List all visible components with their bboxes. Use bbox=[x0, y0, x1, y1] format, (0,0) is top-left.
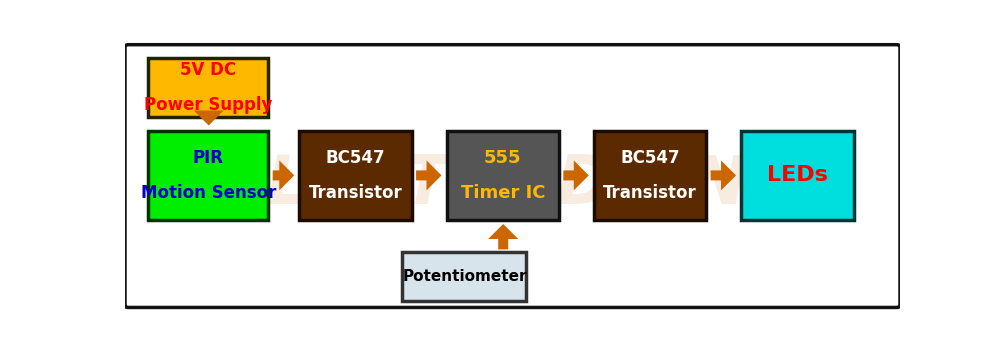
Text: Transistor: Transistor bbox=[603, 184, 697, 202]
Text: Timer IC: Timer IC bbox=[461, 184, 545, 202]
FancyBboxPatch shape bbox=[402, 252, 526, 301]
FancyBboxPatch shape bbox=[447, 131, 559, 220]
Text: BC547: BC547 bbox=[620, 149, 680, 167]
Text: Motion Sensor: Motion Sensor bbox=[141, 184, 276, 202]
Text: ELECTRODUINO: ELECTRODUINO bbox=[221, 152, 804, 218]
FancyBboxPatch shape bbox=[148, 131, 268, 220]
Text: 5V DC: 5V DC bbox=[180, 61, 236, 79]
FancyBboxPatch shape bbox=[594, 131, 706, 220]
FancyBboxPatch shape bbox=[299, 131, 412, 220]
Text: Potentiometer: Potentiometer bbox=[402, 269, 527, 284]
FancyBboxPatch shape bbox=[125, 45, 900, 307]
FancyBboxPatch shape bbox=[741, 131, 854, 220]
Text: PIR: PIR bbox=[193, 149, 224, 167]
Text: LEDs: LEDs bbox=[767, 166, 828, 186]
Text: Power Supply: Power Supply bbox=[144, 96, 272, 114]
Text: 555: 555 bbox=[484, 149, 522, 167]
Text: BC547: BC547 bbox=[326, 149, 385, 167]
Text: Transistor: Transistor bbox=[309, 184, 402, 202]
FancyBboxPatch shape bbox=[148, 58, 268, 118]
